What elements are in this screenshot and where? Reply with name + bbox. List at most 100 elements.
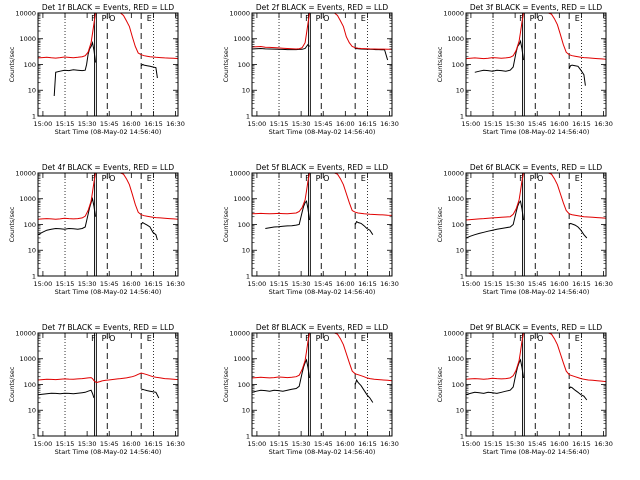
- x-tick-label: 15:45: [100, 440, 119, 448]
- x-tick-label: 15:15: [56, 120, 75, 128]
- event-marker-label: E: [575, 334, 580, 343]
- x-axis-label: Start Time (08-May-02 14:56:40): [483, 448, 590, 456]
- x-tick-label: 16:00: [122, 280, 141, 288]
- series-line-events: [38, 389, 95, 399]
- x-tick-label: 15:30: [506, 120, 525, 128]
- x-tick-label: 15:45: [100, 280, 119, 288]
- panel-4: Det 4f BLACK = Events, RED = LLD F P O E 1 10 1…: [8, 163, 185, 296]
- x-tick-label: 15:45: [528, 440, 547, 448]
- event-marker-label: E: [361, 14, 366, 23]
- y-tick-label: 10: [28, 87, 36, 95]
- x-tick-label: 16:15: [144, 120, 163, 128]
- x-axis-label: Start Time (08-May-02 14:56:40): [55, 448, 162, 456]
- x-tick-label: 15:15: [270, 440, 289, 448]
- y-tick-label: 1: [460, 432, 464, 440]
- y-tick-label: 1: [32, 272, 36, 280]
- plot-frame: [37, 172, 179, 277]
- series-line-lld: [252, 333, 392, 382]
- x-tick-label: 15:15: [484, 280, 503, 288]
- x-tick-label: 15:30: [506, 280, 525, 288]
- x-tick-label: 15:15: [270, 120, 289, 128]
- event-marker-label: F: [519, 14, 524, 23]
- series-line-events: [466, 358, 524, 396]
- event-marker-label: O: [323, 14, 329, 23]
- event-marker-label: P: [530, 334, 535, 343]
- series-line-events: [252, 43, 310, 51]
- x-tick-label: 15:45: [314, 440, 333, 448]
- y-tick-label: 10000: [15, 169, 36, 177]
- x-tick-label: 15:30: [292, 280, 311, 288]
- panel-5: Det 5f BLACK = Events, RED = LLD F P O E 1 10 1…: [222, 163, 399, 296]
- x-tick-label: 15:15: [56, 440, 75, 448]
- y-tick-label: 10: [242, 247, 250, 255]
- x-tick-label: 15:00: [34, 120, 53, 128]
- event-marker-label: F: [519, 334, 524, 343]
- panel-title: Det 5f BLACK = Events, RED = LLD: [256, 163, 389, 172]
- x-tick-label: 16:30: [166, 440, 185, 448]
- x-tick-label: 16:00: [550, 440, 569, 448]
- panel-title: Det 8f BLACK = Events, RED = LLD: [256, 323, 389, 332]
- x-tick-label: 16:30: [594, 440, 613, 448]
- x-tick-label: 16:15: [358, 280, 377, 288]
- x-tick-label: 15:00: [462, 280, 481, 288]
- x-tick-label: 15:45: [528, 280, 547, 288]
- series-line-lld: [38, 372, 178, 384]
- event-marker-label: O: [537, 174, 543, 183]
- panel-title: Det 9f BLACK = Events, RED = LLD: [470, 323, 603, 332]
- x-tick-label: 15:00: [248, 440, 267, 448]
- event-marker-label: O: [537, 14, 543, 23]
- plot-frame: [465, 172, 607, 277]
- plot-frame: [37, 12, 179, 117]
- y-tick-label: 10000: [443, 329, 464, 337]
- y-tick-label: 10: [456, 247, 464, 255]
- y-tick-label: 100: [24, 221, 36, 229]
- series-line-events: [354, 378, 374, 403]
- x-tick-label: 15:00: [34, 440, 53, 448]
- series-line-events: [568, 386, 588, 401]
- y-tick-label: 100: [238, 221, 250, 229]
- event-marker-label: E: [147, 14, 152, 23]
- series-line-events: [140, 388, 160, 399]
- x-tick-label: 16:15: [572, 120, 591, 128]
- y-tick-label: 1000: [447, 195, 464, 203]
- y-tick-label: 1: [246, 112, 250, 120]
- y-tick-label: 100: [238, 381, 250, 389]
- x-tick-label: 16:15: [358, 120, 377, 128]
- series-line-events: [53, 40, 96, 97]
- event-marker-label: P: [102, 334, 107, 343]
- event-marker-label: P: [102, 174, 107, 183]
- y-tick-label: 10: [242, 407, 250, 415]
- series-line-events: [252, 358, 310, 393]
- event-marker-label: F: [91, 174, 96, 183]
- series-line-events: [474, 39, 524, 73]
- event-marker-label: E: [361, 334, 366, 343]
- panel-title: Det 2f BLACK = Events, RED = LLD: [256, 3, 389, 12]
- y-tick-label: 1000: [19, 195, 36, 203]
- plot-frame: [465, 332, 607, 437]
- event-marker-label: P: [316, 174, 321, 183]
- y-tick-label: 100: [452, 221, 464, 229]
- x-tick-label: 16:30: [594, 280, 613, 288]
- x-tick-label: 15:15: [56, 280, 75, 288]
- y-tick-label: 10000: [443, 9, 464, 17]
- x-tick-label: 16:15: [144, 280, 163, 288]
- x-tick-label: 15:00: [248, 120, 267, 128]
- panel-title: Det 4f BLACK = Events, RED = LLD: [42, 163, 175, 172]
- x-tick-label: 16:30: [380, 120, 399, 128]
- x-tick-label: 16:00: [336, 120, 355, 128]
- x-axis-label: Start Time (08-May-02 14:56:40): [483, 128, 590, 136]
- x-axis-label: Start Time (08-May-02 14:56:40): [55, 128, 162, 136]
- y-tick-label: 1000: [447, 355, 464, 363]
- event-marker-label: E: [575, 14, 580, 23]
- y-tick-label: 1: [460, 112, 464, 120]
- y-tick-label: 100: [238, 61, 250, 69]
- event-marker-label: F: [305, 174, 310, 183]
- x-tick-label: 15:30: [292, 440, 311, 448]
- panel-title: Det 7f BLACK = Events, RED = LLD: [42, 323, 175, 332]
- series-line-events: [140, 221, 158, 241]
- y-tick-label: 1: [246, 432, 250, 440]
- event-marker-label: P: [102, 14, 107, 23]
- event-marker-label: O: [323, 174, 329, 183]
- x-axis-label: Start Time (08-May-02 14:56:40): [269, 448, 376, 456]
- x-tick-label: 15:30: [292, 120, 311, 128]
